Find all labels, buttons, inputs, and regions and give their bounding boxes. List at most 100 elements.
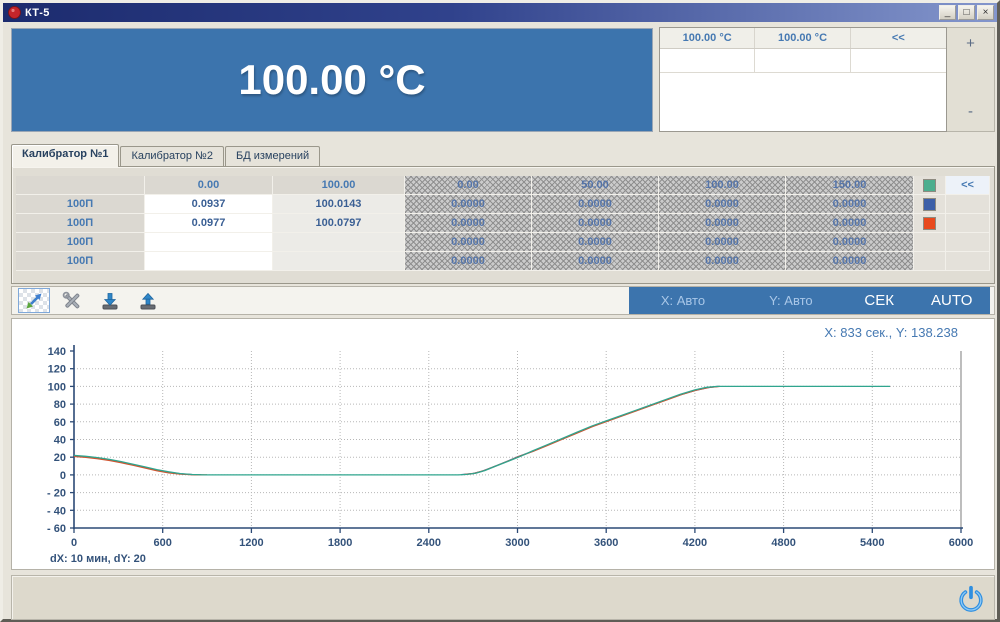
measured-value-cell[interactable] [145, 233, 273, 252]
disabled-value-cell: 0.0000 [532, 252, 659, 271]
tab-calibrator-2[interactable]: Калибратор №2 [120, 146, 224, 167]
svg-text:6000: 6000 [949, 537, 973, 549]
chart-cursor-readout: X: 833 сек., Y: 138.238 [824, 325, 958, 340]
close-button[interactable]: × [977, 5, 994, 20]
y-axis-mode-button[interactable]: Y: Авто [769, 293, 813, 308]
disabled-value-cell: 0.0000 [405, 233, 532, 252]
power-button[interactable] [956, 584, 986, 614]
increase-button[interactable]: + [966, 35, 975, 52]
sensor-type-cell: 100П [16, 214, 145, 233]
measured-value-cell[interactable]: 0.0937 [145, 195, 273, 214]
svg-text:3600: 3600 [594, 537, 618, 549]
sensor-type-cell: 100П [16, 233, 145, 252]
tools-icon [62, 291, 80, 308]
readings-panel: 100.00 °C 100.00 °C << + - [659, 27, 995, 132]
svg-text:80: 80 [54, 399, 66, 411]
autoscale-button[interactable] [18, 288, 50, 313]
measured-value-cell[interactable]: 0.0977 [145, 214, 273, 233]
minimize-button[interactable]: _ [939, 5, 956, 20]
decrease-button[interactable]: - [968, 103, 973, 120]
series-color-cell [914, 252, 946, 271]
svg-text:1800: 1800 [328, 537, 352, 549]
svg-text:120: 120 [48, 364, 66, 376]
import-button[interactable] [132, 288, 164, 313]
chart-canvas[interactable]: - 60 - 40 - 20 0 20 40 60 80 100 120 140 0 600 1200 18… [12, 319, 994, 569]
reading-header-1: 100.00 °C [660, 28, 756, 48]
measured-value-cell[interactable]: 100.0143 [273, 195, 405, 214]
main-temperature-value: 100.00 °C [238, 56, 426, 103]
reading-cell [850, 49, 946, 73]
svg-text:4800: 4800 [771, 537, 795, 549]
settings-button[interactable] [56, 288, 88, 313]
disabled-value-cell: 0.0000 [532, 233, 659, 252]
disabled-value-cell: 0.0000 [786, 214, 914, 233]
power-icon [959, 585, 983, 612]
measured-value-cell[interactable] [273, 233, 405, 252]
chart-panel: - 60 - 40 - 20 0 20 40 60 80 100 120 140 0 600 1200 18… [11, 318, 995, 570]
setpoint-strip: + - [947, 27, 995, 132]
svg-text:4200: 4200 [683, 537, 707, 549]
svg-text:- 40: - 40 [47, 505, 66, 517]
svg-text:2400: 2400 [417, 537, 441, 549]
readings-row [660, 49, 946, 73]
collapse-table-button[interactable]: << [946, 176, 990, 195]
load-upload-icon [140, 292, 156, 309]
save-download-icon [102, 292, 118, 309]
tab-calibrator-1[interactable]: Калибратор №1 [11, 144, 120, 167]
svg-text:5400: 5400 [860, 537, 884, 549]
reading-cell [755, 49, 851, 73]
measured-value-cell[interactable] [145, 252, 273, 271]
svg-text:- 60: - 60 [47, 523, 66, 535]
svg-text:40: 40 [54, 435, 66, 447]
series-color-cell [914, 176, 946, 195]
grid-corner-cell [16, 176, 145, 195]
disabled-value-cell: 0.0000 [405, 195, 532, 214]
disabled-value-cell: 0.0000 [532, 214, 659, 233]
setpoint-header: 100.00 [273, 176, 405, 195]
auto-mode-button[interactable]: AUTO [931, 292, 973, 309]
disabled-value-cell: 0.0000 [532, 195, 659, 214]
disabled-value-cell: 0.0000 [659, 214, 786, 233]
series-color-swatch [923, 216, 936, 230]
svg-text:1200: 1200 [239, 537, 263, 549]
reading-header-2: 100.00 °C [755, 28, 851, 48]
chart-scale-info: dX: 10 мин, dY: 20 [50, 553, 146, 565]
row-tail-cell [946, 214, 990, 233]
autoscale-arrows-icon [26, 293, 42, 308]
chart-toolbar: X: Авто Y: Авто СЕК AUTO [11, 286, 995, 315]
disabled-value-cell: 0.0000 [659, 195, 786, 214]
main-temperature-display: 100.00 °C [11, 28, 653, 132]
setpoint-header-disabled: 100.00 [659, 176, 786, 195]
sensor-type-cell: 100П [16, 195, 145, 214]
window-title: КТ-5 [25, 6, 50, 19]
collapse-readings-button[interactable]: << [891, 32, 905, 44]
disabled-value-cell: 0.0000 [659, 252, 786, 271]
time-unit-button[interactable]: СЕК [864, 292, 894, 309]
measured-value-cell[interactable] [273, 252, 405, 271]
setpoint-header-disabled: 50.00 [532, 176, 659, 195]
sensor-type-cell: 100П [16, 252, 145, 271]
disabled-value-cell: 0.0000 [405, 252, 532, 271]
measurement-grid: 0.00 100.00 0.00 50.00 100.00 150.00 << … [16, 176, 990, 271]
svg-text:600: 600 [154, 537, 172, 549]
x-axis-mode-button[interactable]: X: Авто [660, 293, 706, 308]
tab-bar: Калибратор №1 Калибратор №2 БД измерений [11, 144, 321, 167]
series-color-swatch [923, 197, 936, 211]
tab-measurements-db[interactable]: БД измерений [224, 146, 321, 167]
svg-text:140: 140 [48, 346, 66, 358]
titlebar: КТ-5 _ □ × [3, 3, 997, 22]
measured-value-cell[interactable]: 100.0797 [273, 214, 405, 233]
svg-text:60: 60 [54, 417, 66, 429]
window-controls: _ □ × [939, 5, 994, 20]
setpoint-header: 0.00 [145, 176, 273, 195]
export-button[interactable] [94, 288, 126, 313]
app-icon [8, 6, 21, 19]
series-color-cell [914, 195, 946, 214]
svg-text:20: 20 [54, 452, 66, 464]
readings-table: 100.00 °C 100.00 °C << [659, 27, 947, 132]
maximize-button[interactable]: □ [958, 5, 975, 20]
row-tail-cell [946, 195, 990, 214]
series-color-cell [914, 214, 946, 233]
svg-text:0: 0 [60, 470, 66, 482]
